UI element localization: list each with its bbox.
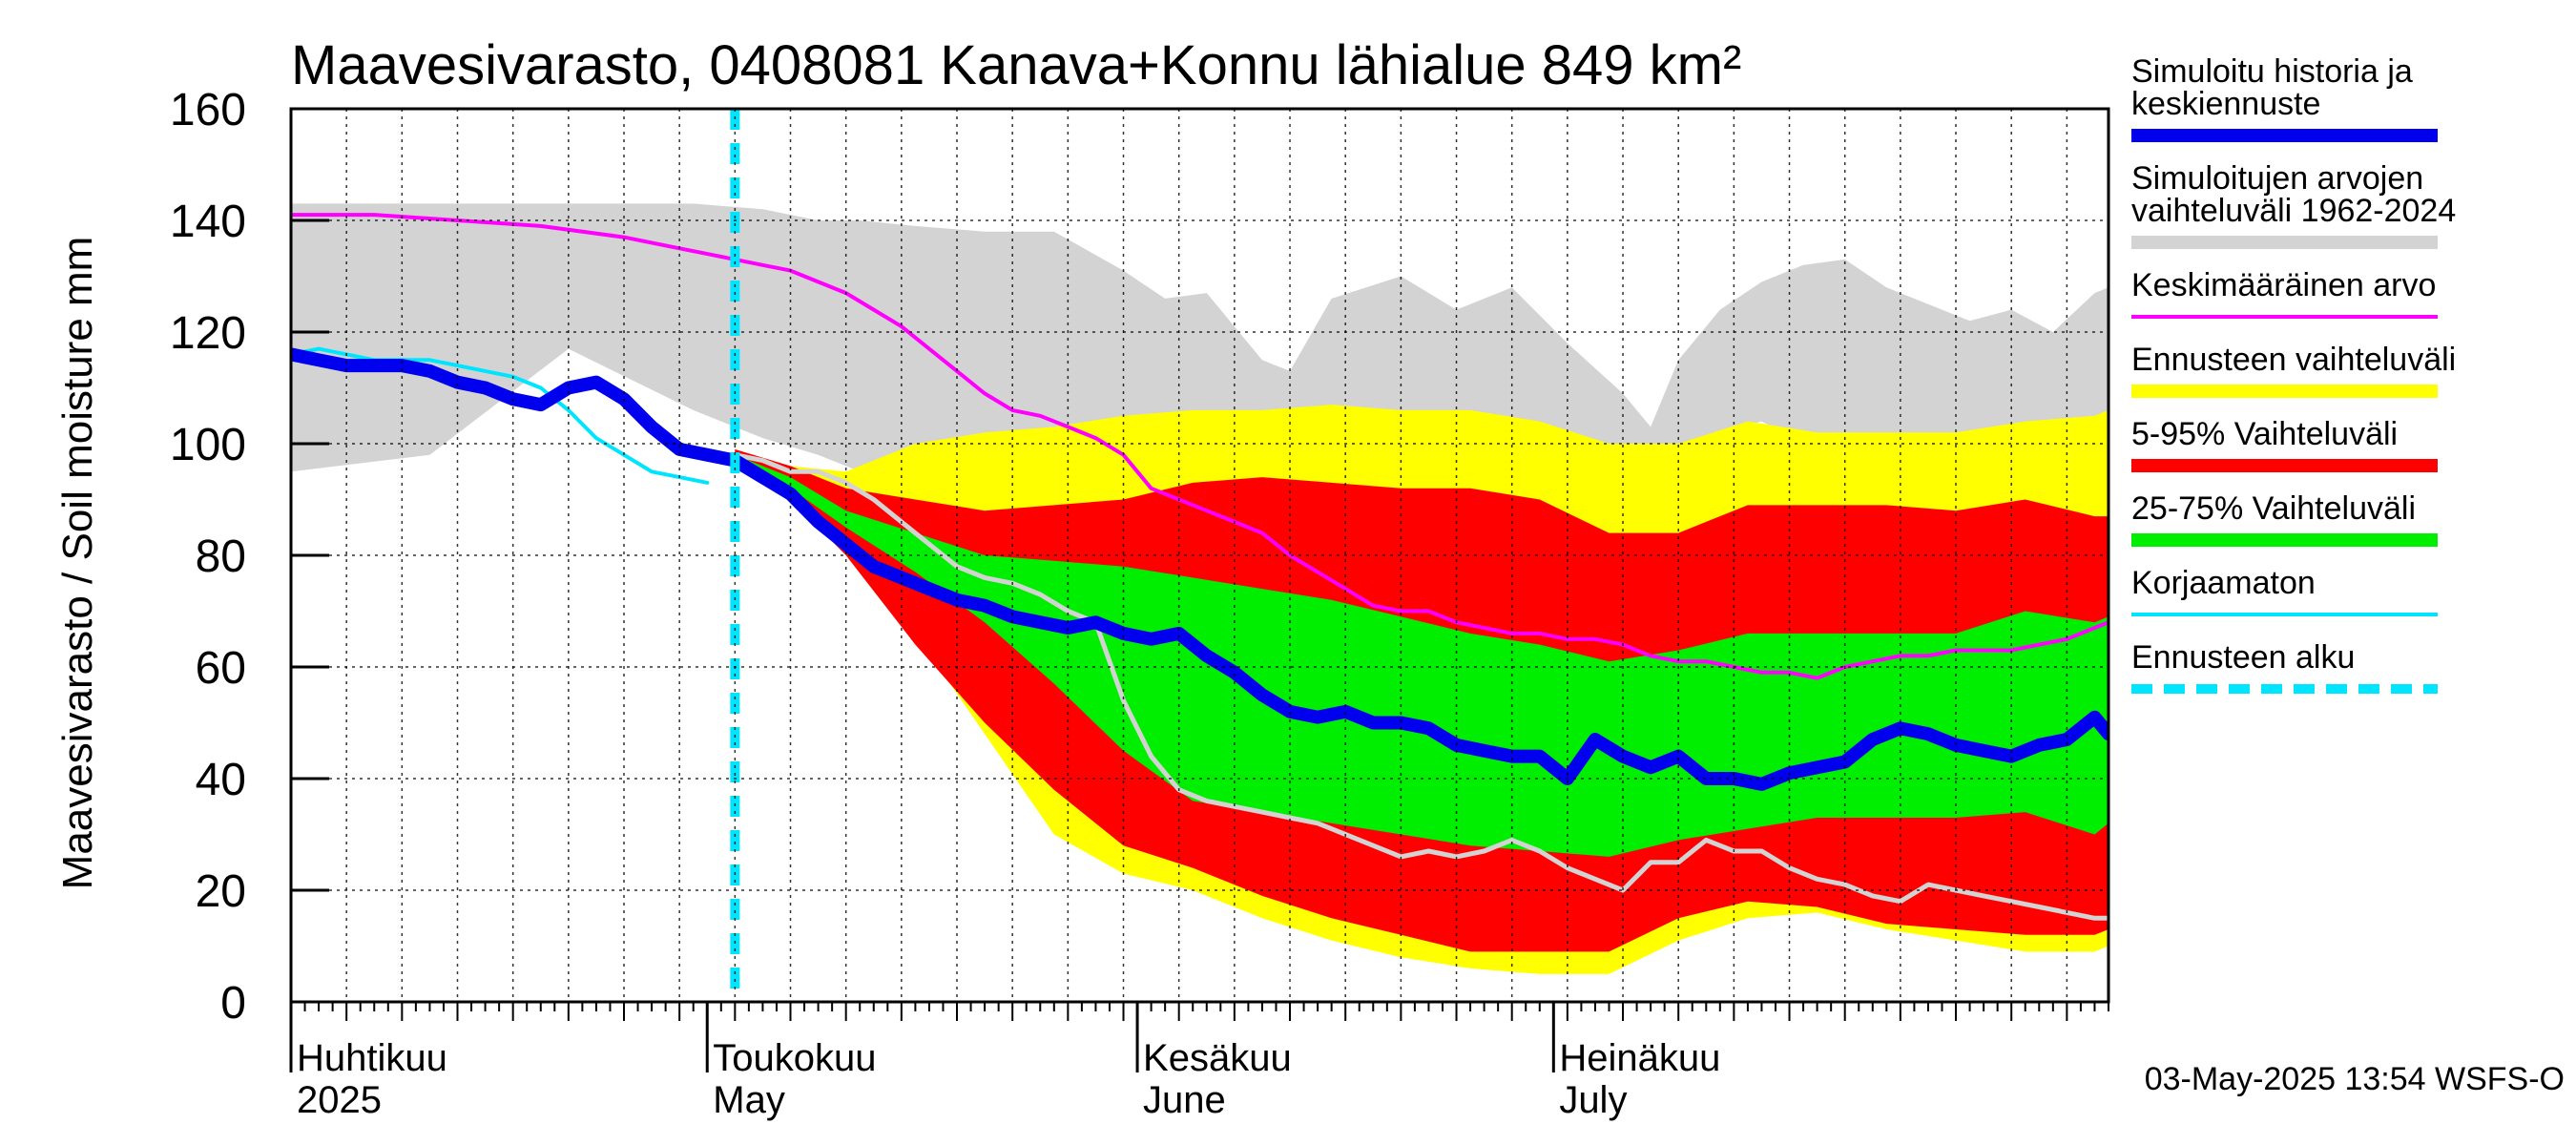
legend-label: Keskimääräinen arvo — [2131, 267, 2436, 303]
chart-title: Maavesivarasto, 0408081 Kanava+Konnu läh… — [291, 34, 1741, 96]
y-tick-label: 0 — [220, 978, 246, 1029]
month-label-en: June — [1143, 1079, 1226, 1121]
simulated-line — [291, 347, 2109, 791]
timestamp-footer: 03-May-2025 13:54 WSFS-O — [2145, 1061, 2565, 1097]
plot-area — [291, 109, 2109, 1002]
legend-label: 5-95% Vaihteluväli — [2131, 416, 2398, 452]
y-tick-label: 120 — [170, 308, 246, 359]
legend-label: Korjaamaton — [2131, 565, 2316, 601]
month-label-fi: Huhtikuu — [297, 1037, 447, 1079]
grid-lines — [291, 109, 2109, 1002]
month-label-en: 2025 — [297, 1079, 382, 1121]
legend-label: vaihteluväli 1962-2024 — [2131, 193, 2456, 229]
month-label-fi: Kesäkuu — [1143, 1037, 1292, 1079]
y-tick-label: 40 — [196, 755, 246, 805]
y-axis-label: Maavesivarasto / Soil moisture mm — [54, 237, 101, 890]
y-tick-label: 140 — [170, 197, 246, 247]
p25-75-band — [735, 454, 2109, 857]
legend-label: 25-75% Vaihteluväli — [2131, 490, 2416, 527]
mean-line — [291, 213, 2109, 680]
legend-label: Simuloitu historia ja — [2131, 53, 2413, 90]
legend-label: keskiennuste — [2131, 86, 2320, 122]
legend-label: Ennusteen vaihteluväli — [2131, 342, 2456, 378]
korjaamaton-line — [291, 346, 710, 485]
y-tick-label: 160 — [170, 85, 246, 135]
korjaamaton-forecast-line — [732, 452, 2109, 921]
month-label-fi: Heinäkuu — [1559, 1037, 1720, 1079]
hist-range-band — [291, 203, 2109, 511]
y-tick-label: 100 — [170, 420, 246, 470]
legend-label: Simuloitujen arvojen — [2131, 160, 2423, 197]
y-tick-label: 60 — [196, 643, 246, 694]
y-tick-label: 80 — [196, 531, 246, 582]
month-label-fi: Toukokuu — [713, 1037, 876, 1079]
month-label-en: May — [713, 1079, 785, 1121]
legend-label: Ennusteen alku — [2131, 639, 2355, 676]
month-label-en: July — [1559, 1079, 1627, 1121]
y-tick-label: 20 — [196, 866, 246, 917]
